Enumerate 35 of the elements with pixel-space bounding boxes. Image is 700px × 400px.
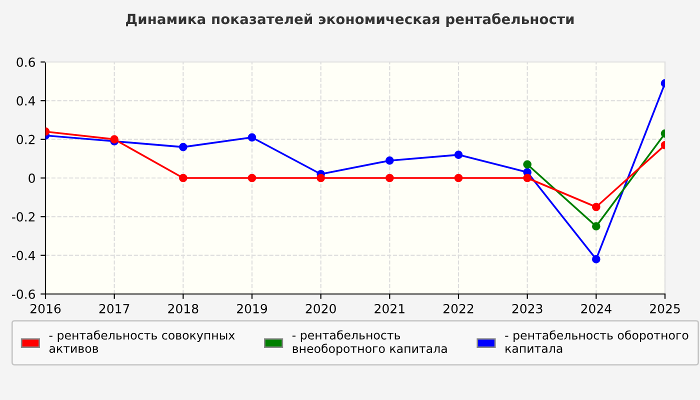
point [386, 174, 394, 182]
x-tick-label: 2025 [650, 304, 680, 314]
y-tick-label: 0.4 [16, 96, 36, 106]
point [179, 142, 188, 152]
y-tick-label: 0.2 [16, 134, 35, 144]
x-tick-label: 2022 [444, 304, 474, 314]
point [523, 160, 532, 169]
point [316, 174, 325, 182]
y-tick-label: 0.6 [16, 57, 35, 67]
x-tick-label: 2017 [99, 304, 130, 314]
x-tick-label: 2016 [30, 304, 61, 314]
chart-title: Динамика показателей экономическая рентабельности [126, 13, 574, 27]
point [523, 174, 532, 182]
point [179, 174, 188, 182]
y-tick-label: -0.2 [12, 212, 35, 222]
point [454, 174, 463, 182]
x-tick-label: 2024 [581, 304, 612, 314]
x-tick-label: 2020 [306, 304, 336, 314]
y-tick-label: -0.4 [12, 250, 36, 260]
point [386, 156, 394, 165]
legend-label: - рентабельность оборотного капитала [505, 330, 688, 353]
x-tick-label: 2021 [374, 304, 404, 314]
point [592, 255, 600, 264]
y-tick-label: 0 [28, 173, 35, 183]
x-tick-label: 2019 [237, 304, 268, 314]
legend-label: - рентабельность внеоборотного капитала [292, 330, 447, 356]
point [592, 222, 600, 230]
point [592, 202, 600, 212]
legend-label: - рентабельность совокупных активов [49, 330, 235, 353]
x-tick-label: 2023 [512, 304, 542, 314]
x-tick-label: 2018 [168, 304, 198, 314]
point [454, 150, 463, 159]
point [248, 174, 256, 182]
point [248, 133, 256, 142]
y-tick-label: -0.6 [12, 289, 35, 299]
